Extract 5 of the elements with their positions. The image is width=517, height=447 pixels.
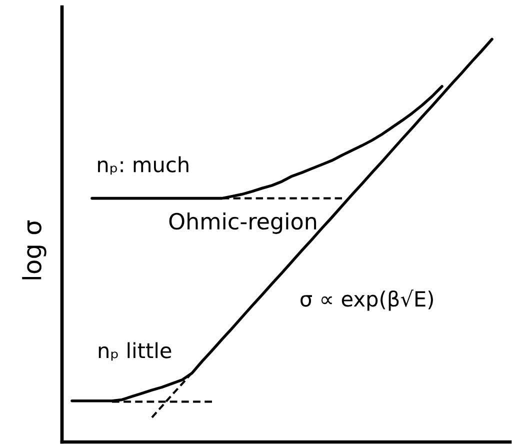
series-label: nₚ little: [98, 342, 172, 361]
series-label: nₚ: much: [98, 156, 188, 175]
annotation: σ ∝ exp(β√E): [300, 290, 433, 311]
annotation: Ohmic-region: [169, 212, 316, 234]
y-axis-title: log σ: [22, 220, 46, 280]
